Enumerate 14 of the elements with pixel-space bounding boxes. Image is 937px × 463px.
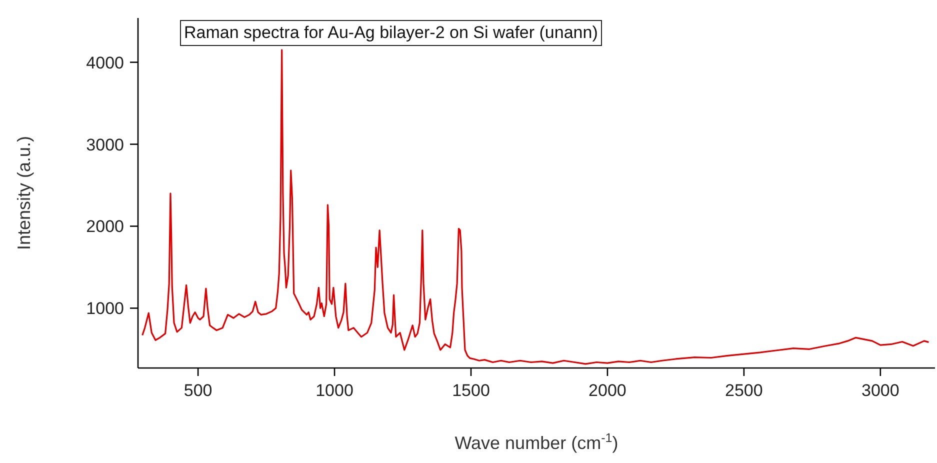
y-tick-label: 4000	[86, 53, 124, 72]
x-axis-title: Wave number (cm$^{-1}$)	[454, 431, 618, 453]
y-tick-label: 3000	[86, 135, 124, 154]
x-tick-label: 500	[184, 381, 212, 400]
x-tick-label: 1000	[316, 381, 354, 400]
chart-title: Raman spectra for Au-Ag bilayer-2 on Si wafer (unann)	[180, 20, 602, 46]
x-tick-label: 1500	[452, 381, 490, 400]
x-tick-label: 2000	[588, 381, 626, 400]
x-tick-label: 2500	[725, 381, 763, 400]
y-tick-label: 2000	[86, 217, 124, 236]
y-axis-title: Intensity (a.u.)	[14, 136, 34, 250]
x-tick-label: 3000	[861, 381, 900, 400]
line-series	[142, 49, 930, 365]
y-tick-label: 1000	[86, 299, 124, 318]
